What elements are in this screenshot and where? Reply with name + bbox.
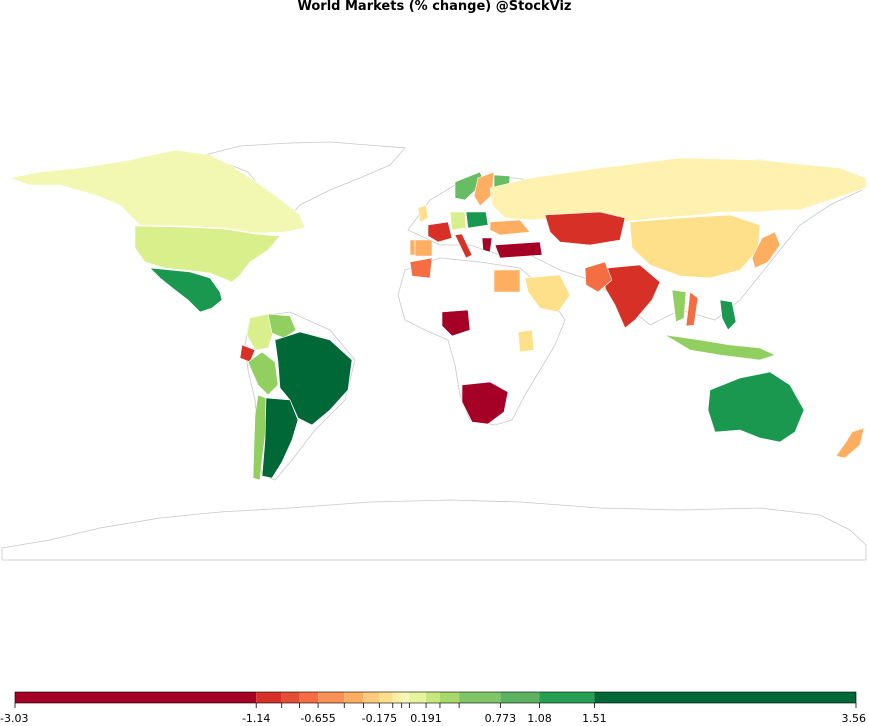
- legend-label: -3.03: [0, 712, 28, 725]
- country-indonesia: [664, 334, 776, 361]
- country-venezuela: [267, 313, 297, 339]
- country-russia: [489, 157, 867, 223]
- color-legend: -3.03 -1.14 -0.655 -0.175 0.191 0.773 1.08 1.51…: [0, 691, 866, 725]
- legend-swatch: [379, 692, 393, 703]
- legend-label: 0.191: [410, 712, 442, 725]
- legend-swatch: [256, 692, 282, 703]
- legend-label: 3.56: [842, 712, 867, 725]
- legend-label: 0.773: [485, 712, 517, 725]
- country-portugal: [409, 239, 416, 256]
- legend-bar: [14, 691, 857, 704]
- country-greenland: [203, 141, 406, 223]
- country-germany: [449, 211, 467, 231]
- country-pakistan: [584, 261, 613, 293]
- legend-ticks: -3.03 -1.14 -0.655 -0.175 0.191 0.773 1.08 1.51…: [0, 703, 866, 725]
- country-china: [629, 214, 761, 279]
- country-australia: [707, 371, 805, 443]
- country-vietnam: [685, 291, 699, 327]
- legend-swatch: [539, 692, 595, 703]
- country-greece: [481, 237, 493, 253]
- legend-swatch: [281, 692, 300, 703]
- legend-swatch: [392, 692, 402, 703]
- country-fills: [8, 149, 867, 481]
- legend-border: [14, 691, 857, 704]
- country-new-zealand: [835, 427, 865, 459]
- legend-label: -0.655: [300, 712, 335, 725]
- legend-label: -0.175: [362, 712, 397, 725]
- country-philippines: [719, 299, 737, 331]
- map-title: World Markets (% change) @StockViz: [297, 0, 572, 14]
- country-thailand: [671, 289, 687, 323]
- country-mexico: [149, 267, 223, 313]
- legend-swatch: [426, 692, 440, 703]
- country-nigeria: [441, 309, 471, 337]
- country-morocco: [409, 257, 433, 279]
- country-peru: [247, 351, 279, 396]
- legend-label: -1.14: [242, 712, 270, 725]
- country-ukraine: [489, 219, 531, 236]
- country-poland: [465, 211, 489, 229]
- legend-swatch: [439, 692, 460, 703]
- country-kenya: [517, 329, 535, 353]
- country-turkey: [494, 241, 543, 259]
- country-brazil: [274, 331, 353, 426]
- legend-swatch: [15, 692, 257, 703]
- legend-swatch: [459, 692, 501, 703]
- legend-swatch: [500, 692, 540, 703]
- world-map: [1, 141, 867, 561]
- legend-swatch: [409, 692, 427, 703]
- country-argentina: [261, 397, 299, 479]
- legend-swatch: [363, 692, 380, 703]
- country-canada: [8, 149, 306, 234]
- country-spain: [414, 239, 433, 257]
- legend-label: 1.51: [582, 712, 607, 725]
- legend-swatch: [318, 692, 345, 703]
- legend-swatch: [299, 692, 319, 703]
- country-antarctica: [1, 499, 867, 561]
- country-sweden: [473, 171, 495, 207]
- country-saudi-arabia: [524, 274, 571, 313]
- legend-swatch: [344, 692, 364, 703]
- country-egypt: [493, 269, 521, 293]
- country-south-africa: [461, 381, 509, 425]
- legend-swatch: [594, 692, 856, 703]
- country-india: [604, 264, 661, 329]
- country-norway: [454, 171, 485, 201]
- country-france: [427, 221, 453, 243]
- region-africa-outline: [397, 257, 566, 426]
- country-japan: [751, 231, 781, 269]
- country-kazakhstan: [544, 211, 626, 246]
- country-united-states: [134, 225, 281, 283]
- legend-swatch: [401, 692, 410, 703]
- legend-label: 1.08: [527, 712, 552, 725]
- country-united-kingdom: [417, 204, 429, 223]
- country-italy: [454, 233, 473, 259]
